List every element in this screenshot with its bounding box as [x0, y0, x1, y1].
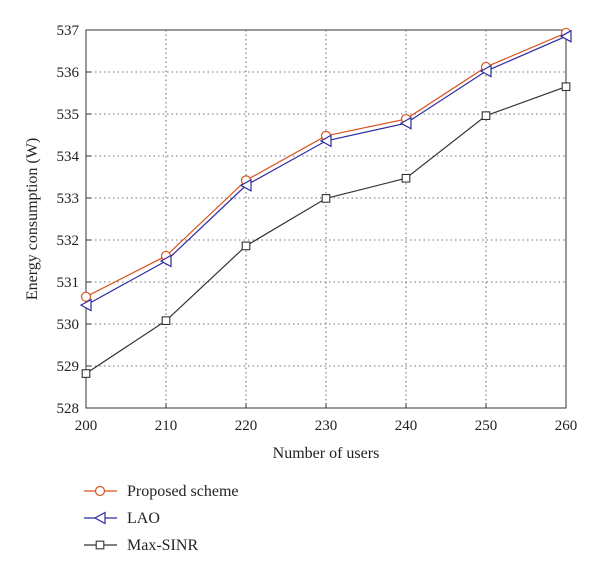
legend-item-proposed-scheme: Proposed scheme	[84, 483, 239, 500]
x-axis: 200 210 220 230 240 250 260	[75, 403, 578, 434]
y-tick-label: 528	[57, 401, 80, 417]
y-axis-title: Energy consumption (W)	[24, 138, 41, 300]
grid-lines	[85, 29, 567, 409]
legend: Proposed scheme LAO Max-SINR	[84, 483, 239, 554]
legend-label: Proposed scheme	[127, 483, 239, 500]
legend-marker-lao	[93, 511, 106, 525]
x-tick-label: 260	[555, 418, 578, 434]
y-axis: 528 529 530 531 532 533 534 535 536 537	[57, 23, 91, 417]
series-lao	[79, 29, 572, 312]
x-tick-label: 200	[75, 418, 98, 434]
series-line-proposed-scheme	[85, 32, 567, 298]
y-tick-label: 531	[57, 275, 80, 291]
data-point-lao	[479, 64, 492, 78]
y-tick-label: 533	[57, 191, 80, 207]
data-point-max-sinr	[561, 82, 571, 92]
data-point-max-sinr	[401, 173, 411, 183]
x-axis-title: Number of users	[273, 445, 380, 462]
data-point-max-sinr	[321, 194, 331, 203]
y-tick-label: 534	[57, 149, 80, 165]
y-tick-label: 535	[57, 107, 80, 123]
data-point-max-sinr	[481, 111, 491, 121]
legend-label: LAO	[127, 510, 160, 527]
data-point-lao	[319, 134, 332, 148]
x-tick-label: 210	[155, 418, 178, 434]
data-point-max-sinr	[81, 369, 91, 378]
series-layer	[79, 27, 572, 378]
x-tick-label: 250	[475, 418, 498, 434]
series-max-sinr	[81, 82, 571, 378]
data-point-proposed-scheme	[80, 291, 92, 302]
y-tick-label: 537	[57, 23, 80, 39]
data-point-max-sinr	[161, 316, 171, 325]
legend-marker-max-sinr	[95, 540, 105, 550]
x-tick-label: 240	[395, 418, 418, 434]
y-tick-label: 529	[57, 359, 80, 375]
y-tick-label: 532	[57, 233, 80, 249]
legend-marker-proposed-scheme	[94, 485, 106, 497]
legend-item-max-sinr: Max-SINR	[84, 537, 198, 554]
data-point-lao	[239, 178, 252, 192]
x-tick-label: 220	[235, 418, 258, 434]
legend-item-lao: LAO	[84, 510, 160, 527]
x-tick-label: 230	[315, 418, 338, 434]
data-point-lao	[159, 254, 172, 268]
y-tick-label: 530	[57, 317, 80, 333]
legend-label: Max-SINR	[127, 537, 198, 554]
data-point-lao	[559, 29, 572, 43]
y-tick-label: 536	[57, 65, 80, 81]
data-point-lao	[399, 116, 412, 130]
data-point-max-sinr	[241, 241, 251, 251]
data-point-lao	[79, 298, 92, 312]
